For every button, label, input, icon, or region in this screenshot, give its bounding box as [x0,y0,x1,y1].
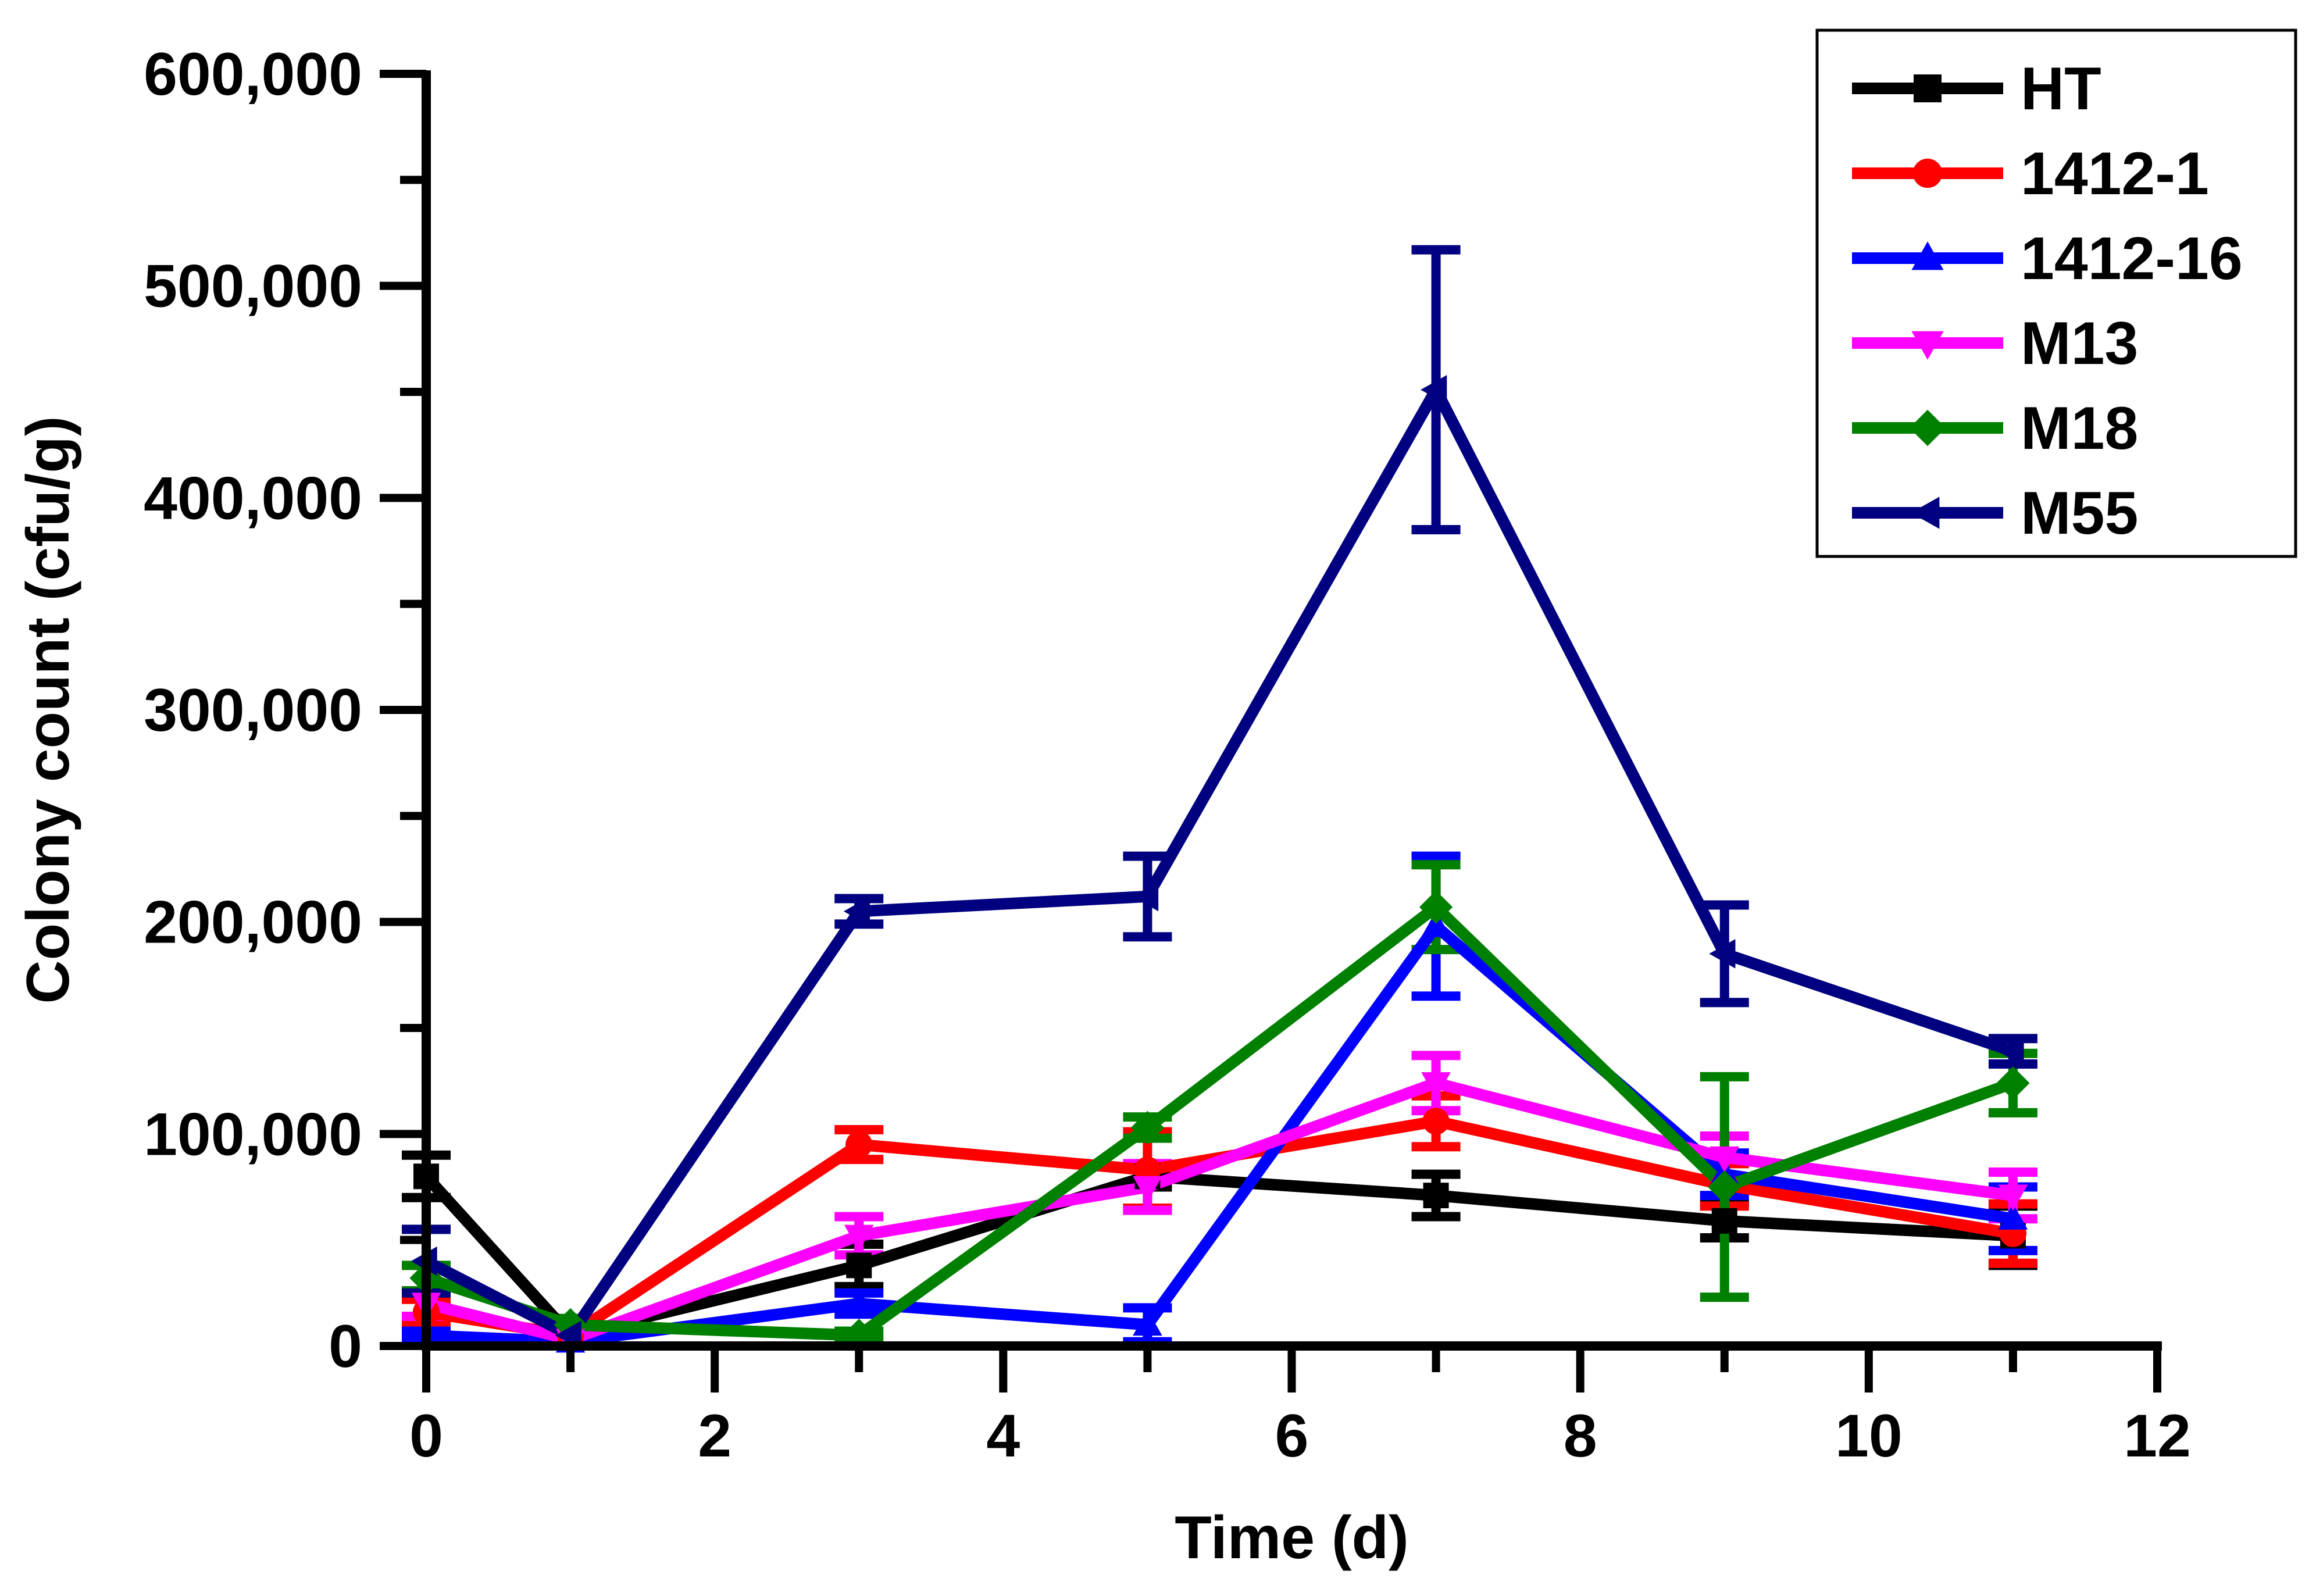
legend-box [1815,28,2297,558]
data-point-HT-4 [1423,1183,1449,1209]
data-point-M13-5 [1710,1146,1740,1173]
data-point-M55-6 [1997,1036,2024,1066]
y-tick-label-0: 0 [329,1313,362,1380]
legend-label-M18: M18 [2021,395,2138,462]
legend-label-M13: M13 [2021,310,2138,377]
y-tick-label-100000: 100,000 [144,1101,362,1168]
y-tick-label-500000: 500,000 [144,253,362,320]
data-point-M13-4 [1421,1072,1451,1099]
x-tick-label-4: 4 [986,1402,1020,1470]
legend-label-1412-16: 1412-16 [2021,225,2243,292]
y-tick-label-200000: 200,000 [144,889,362,956]
data-point-M18-5 [1708,1170,1742,1204]
data-point-M13-6 [1998,1184,2028,1211]
data-point-1412-16-3 [1133,1309,1162,1336]
legend-swatch-marker-M55 [1911,497,1940,529]
data-point-HT-2 [846,1252,872,1279]
data-point-1412-16-6 [1998,1203,2028,1230]
x-axis-title: Time (d) [1175,1504,1409,1572]
legend-label-HT: HT [2021,55,2101,123]
data-point-1412-1-2 [845,1131,873,1158]
legend-label-M55: M55 [2021,480,2138,547]
data-point-HT-5 [1711,1208,1737,1234]
data-point-M18-6 [1996,1066,2030,1100]
data-point-1412-1-4 [1422,1108,1450,1135]
data-point-M13-2 [844,1224,874,1251]
x-tick-label-0: 0 [409,1402,443,1470]
data-point-1412-16-2 [844,1288,874,1315]
data-point-M55-3 [1132,881,1159,912]
legend-swatch-marker-1412-16 [1911,241,1944,270]
y-axis-title: Colony count (cfu/g) [15,416,82,1004]
x-tick-label-10: 10 [1835,1402,1903,1470]
y-tick-label-400000: 400,000 [144,465,362,532]
legend: HT 1412-1 1412-16 M13 M18 M55 [1815,28,2297,558]
data-point-M13-3 [1133,1176,1162,1202]
y-tick-label-600000: 600,000 [144,41,362,108]
x-tick-label-8: 8 [1564,1402,1597,1470]
x-tick-label-12: 12 [2124,1402,2191,1470]
x-tick-label-2: 2 [698,1402,731,1470]
legend-swatch-marker-HT [1914,74,1942,102]
tick-labels: 0 2 4 6 8 10 12 0 100,000 200,000 300,000 400,000 50… [144,41,2191,1470]
series-line-M13 [424,1077,2014,1346]
data-point-1412-16-4 [1421,911,1451,937]
data-point-M55-2 [843,897,870,926]
axes [380,70,2162,1393]
series-lines [422,384,2015,1348]
legend-swatch-marker-M13 [1911,331,1944,360]
legend-swatch-marker-1412-1 [1912,158,1943,188]
legend-swatch-marker-M18 [1909,409,1946,447]
data-point-M18-4 [1419,890,1453,924]
data-point-M55-5 [1709,939,1736,969]
legend-label-1412-1: 1412-1 [2021,140,2209,208]
data-point-M18-3 [1130,1111,1165,1144]
y-tick-label-300000: 300,000 [144,677,362,744]
data-point-M55-4 [1421,375,1447,405]
x-tick-label-6: 6 [1275,1402,1309,1470]
data-point-M18-2 [842,1319,876,1352]
